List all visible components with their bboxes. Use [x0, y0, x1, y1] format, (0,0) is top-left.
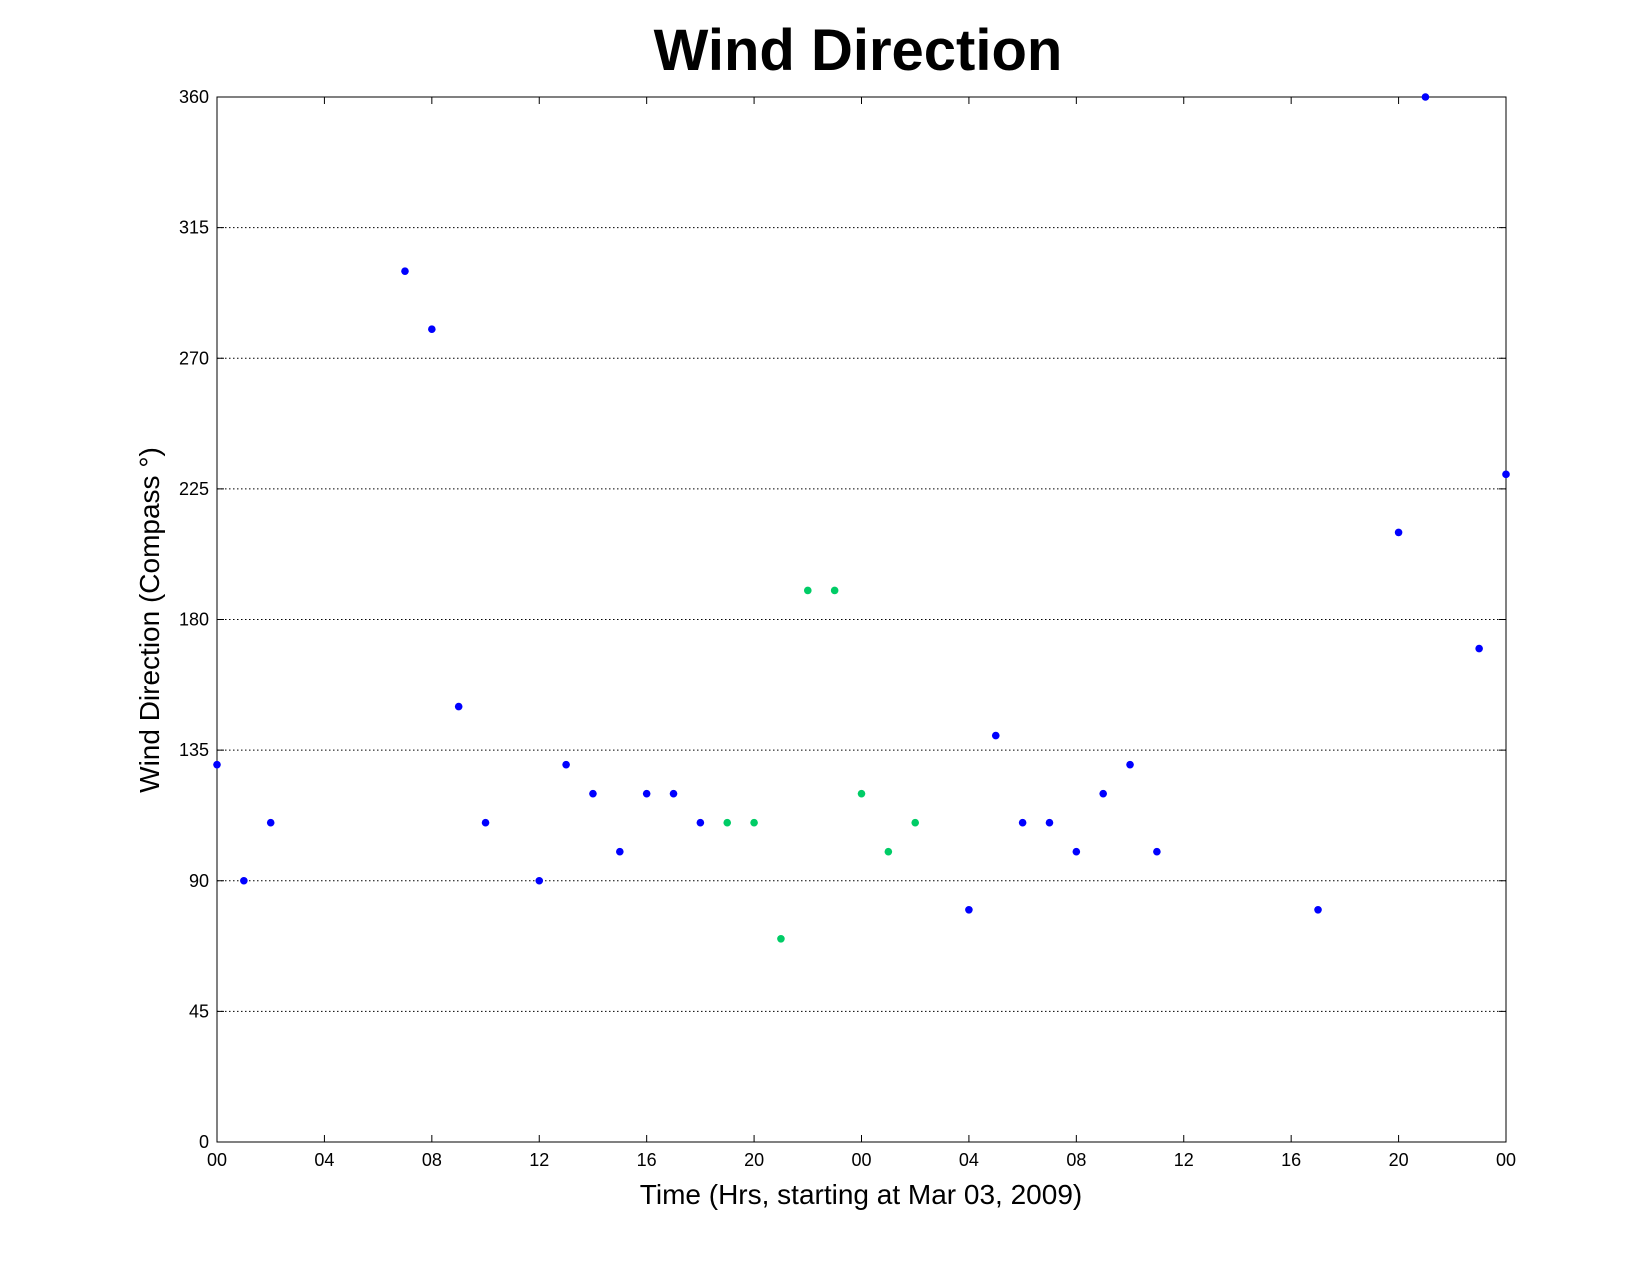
data-point	[803, 586, 812, 595]
y-tick-label: 360	[179, 87, 209, 107]
data-point	[991, 731, 1000, 740]
data-point	[1502, 470, 1510, 479]
data-point	[266, 818, 275, 827]
data-point	[454, 702, 463, 711]
y-tick-label: 90	[189, 871, 209, 891]
data-point	[911, 818, 920, 827]
y-tick-label: 180	[179, 610, 209, 630]
x-tick-label: 16	[637, 1150, 657, 1170]
x-tick-label: 12	[1174, 1150, 1194, 1170]
data-point	[1314, 905, 1322, 914]
y-axis-label: Wind Direction (Compass °)	[134, 447, 165, 793]
x-tick-label: 04	[959, 1150, 979, 1170]
data-point	[1072, 847, 1081, 856]
data-point	[1018, 818, 1027, 827]
x-tick-label: 20	[744, 1150, 764, 1170]
data-point	[1421, 93, 1430, 101]
axis-ticks	[216, 96, 1507, 1143]
data-point	[240, 876, 248, 885]
data-point	[535, 876, 544, 885]
x-tick-label: 08	[422, 1150, 442, 1170]
data-point	[723, 818, 732, 827]
x-tick-label: 00	[851, 1150, 871, 1170]
data-point	[884, 847, 893, 856]
y-tick-label: 270	[179, 348, 209, 368]
data-point	[830, 586, 839, 595]
y-tick-label: 315	[179, 218, 209, 238]
data-point	[616, 847, 624, 856]
data-point	[777, 935, 785, 943]
data-point	[428, 325, 436, 334]
data-point	[857, 789, 866, 798]
y-tick-label: 0	[199, 1132, 209, 1152]
x-tick-label: 20	[1389, 1150, 1409, 1170]
data-point	[401, 267, 409, 275]
data-point	[1153, 847, 1161, 856]
data-point	[1394, 528, 1403, 537]
x-tick-label: 00	[1496, 1150, 1516, 1170]
y-axis-tick-labels: 0 45 90 135 180 225 270 315 360	[179, 87, 209, 1152]
data-point	[589, 789, 597, 798]
data-point	[1475, 644, 1483, 653]
y-tick-label: 225	[179, 479, 209, 499]
data-point	[696, 818, 705, 827]
grid-lines	[217, 227, 1506, 1012]
x-tick-label: 04	[314, 1150, 334, 1170]
x-tick-label: 08	[1066, 1150, 1086, 1170]
y-tick-label: 135	[179, 740, 209, 760]
data-point	[965, 905, 973, 914]
x-axis-label: Time (Hrs, starting at Mar 03, 2009)	[640, 1179, 1082, 1210]
data-point	[750, 818, 758, 827]
x-tick-label: 00	[207, 1150, 227, 1170]
data-point	[1126, 760, 1134, 769]
data-point	[669, 789, 678, 798]
data-point	[562, 760, 570, 769]
data-point	[481, 818, 490, 827]
x-tick-label: 16	[1281, 1150, 1301, 1170]
x-axis-tick-labels: 00 04 08 12 16 20 00 04 08 12 16 20 00	[207, 1150, 1516, 1170]
data-point	[642, 789, 651, 798]
data-point	[213, 760, 221, 769]
chart-title: Wind Direction	[654, 18, 1063, 83]
data-point	[1099, 789, 1107, 798]
data-point	[1045, 818, 1054, 827]
x-tick-label: 12	[529, 1150, 549, 1170]
y-tick-label: 45	[189, 1001, 209, 1021]
data-points	[213, 93, 1510, 943]
